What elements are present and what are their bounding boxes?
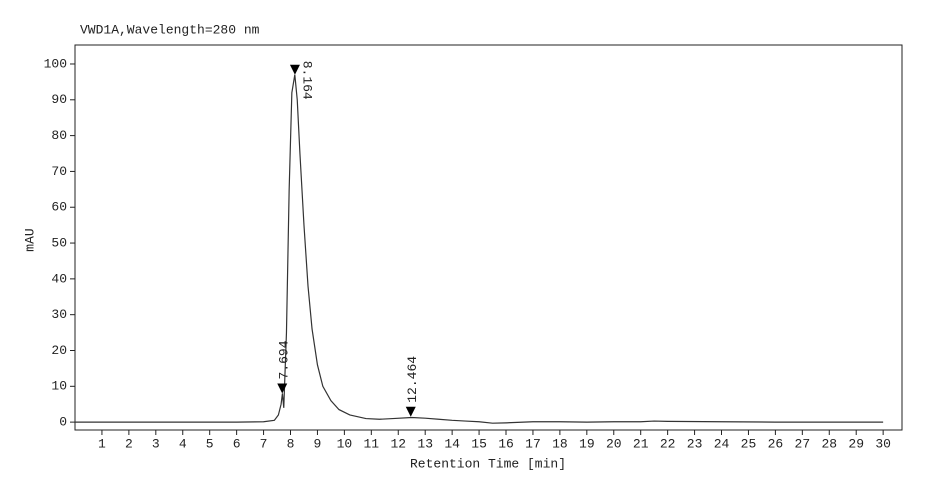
x-tick-label: 20 xyxy=(606,436,622,451)
x-tick-label: 19 xyxy=(579,436,595,451)
peak-marker xyxy=(277,383,288,394)
plot-frame xyxy=(74,44,903,431)
x-tick-label: 2 xyxy=(125,436,133,451)
x-axis-label: Retention Time [min] xyxy=(410,456,566,471)
x-tick-label: 12 xyxy=(390,436,406,451)
x-tick-label: 30 xyxy=(875,436,891,451)
y-tick-label: 50 xyxy=(51,235,67,250)
y-tick-label: 60 xyxy=(51,200,67,215)
y-tick-label: 10 xyxy=(51,379,67,394)
x-tick-label: 16 xyxy=(498,436,514,451)
trace xyxy=(75,74,884,424)
y-axis-label: mAU xyxy=(22,228,37,251)
x-tick-label: 14 xyxy=(444,436,460,451)
y-tick-label: 90 xyxy=(51,92,67,107)
x-tick-label: 18 xyxy=(552,436,568,451)
peak-marker xyxy=(289,64,300,75)
x-tick-label: 21 xyxy=(633,436,649,451)
x-tick-label: 17 xyxy=(525,436,541,451)
x-tick-label: 25 xyxy=(741,436,757,451)
y-tick-label: 100 xyxy=(44,56,67,71)
x-tick-label: 23 xyxy=(687,436,703,451)
x-tick-label: 4 xyxy=(179,436,187,451)
x-tick-label: 26 xyxy=(768,436,784,451)
x-tick-label: 29 xyxy=(848,436,864,451)
x-tick-label: 5 xyxy=(206,436,214,451)
x-tick-label: 3 xyxy=(152,436,160,451)
x-tick-label: 28 xyxy=(821,436,837,451)
x-tick-label: 6 xyxy=(233,436,241,451)
x-tick-label: 1 xyxy=(98,436,106,451)
peak-marker xyxy=(405,406,416,417)
x-tick-label: 9 xyxy=(314,436,322,451)
x-tick-label: 7 xyxy=(260,436,268,451)
x-tick-label: 22 xyxy=(660,436,676,451)
y-tick-label: 80 xyxy=(51,128,67,143)
y-tick-label: 20 xyxy=(51,343,67,358)
y-tick-label: 40 xyxy=(51,271,67,286)
y-tick-label: 0 xyxy=(59,415,67,430)
x-tick-label: 24 xyxy=(714,436,730,451)
x-tick-label: 13 xyxy=(417,436,433,451)
x-tick-label: 8 xyxy=(287,436,295,451)
x-tick-label: 15 xyxy=(471,436,487,451)
peak-label: 7.694 xyxy=(277,340,292,379)
x-tick-label: 27 xyxy=(795,436,811,451)
y-tick-label: 70 xyxy=(51,164,67,179)
peak-label: 12.464 xyxy=(405,356,420,403)
y-tick-label: 30 xyxy=(51,307,67,322)
chart-title: VWD1A,Wavelength=280 nm xyxy=(80,22,260,37)
x-tick-label: 10 xyxy=(337,436,353,451)
peak-label: 8.164 xyxy=(299,61,314,100)
x-tick-label: 11 xyxy=(364,436,380,451)
